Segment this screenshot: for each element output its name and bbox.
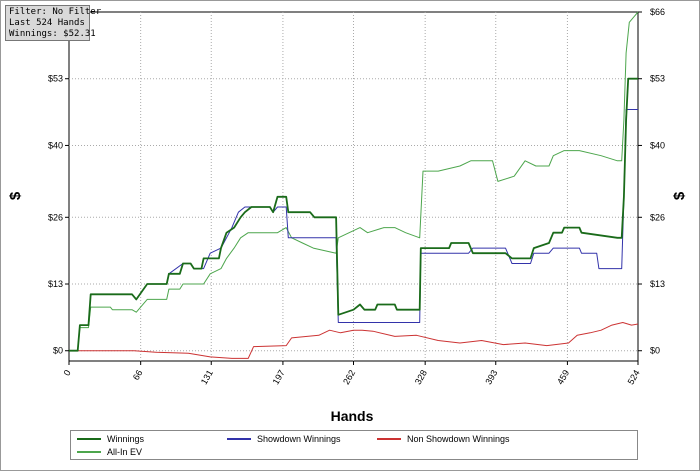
y-tick-label-left: $53: [48, 74, 63, 84]
legend-label-winnings: Winnings: [107, 434, 145, 444]
legend-swatch-non-showdown: [377, 438, 401, 440]
winnings-text: Winnings: $52.31: [9, 29, 96, 39]
last-hands-text: Last 524 Hands: [9, 18, 85, 28]
y-tick-label-right: $0: [650, 346, 660, 356]
y-axis-left-label: $: [7, 191, 24, 200]
y-tick-label-right: $40: [650, 140, 665, 150]
grid: [69, 12, 638, 361]
y-tick-label-left: $0: [53, 346, 63, 356]
series-line-winnings: [69, 77, 638, 352]
x-tick-label: 0: [62, 368, 73, 377]
y-tick-label-left: $40: [48, 140, 63, 150]
legend-item-winnings: Winnings: [77, 434, 144, 444]
y-axis-right-label: $: [671, 191, 688, 200]
legend-item-all-in-ev: All-In EV: [77, 447, 142, 457]
legend-swatch-winnings: [77, 438, 101, 440]
filter-info-box: Filter: No Filter Last 524 Hands Winning…: [5, 5, 102, 41]
series-line-non-showdown-winnings: [69, 322, 639, 359]
y-tick-label-right: $53: [650, 74, 665, 84]
x-tick-label: 66: [131, 368, 145, 382]
y-tick-label-left: $26: [48, 212, 63, 222]
legend: Winnings Showdown Winnings Non Showdown …: [70, 430, 638, 460]
legend-item-showdown: Showdown Winnings: [227, 434, 341, 444]
y-tick-label-left: $13: [48, 279, 63, 289]
legend-label-showdown: Showdown Winnings: [257, 434, 341, 444]
series-layer: [69, 11, 639, 359]
legend-swatch-all-in-ev: [77, 451, 101, 453]
legend-item-non-showdown: Non Showdown Winnings: [377, 434, 510, 444]
x-axis-label: Hands: [331, 408, 374, 424]
filter-text: Filter: No Filter: [9, 7, 102, 17]
legend-label-non-showdown: Non Showdown Winnings: [407, 434, 510, 444]
legend-swatch-showdown: [227, 438, 251, 440]
y-tick-label-right: $66: [650, 7, 665, 17]
y-tick-label-right: $26: [650, 212, 665, 222]
y-tick-label-right: $13: [650, 279, 665, 289]
legend-label-all-in-ev: All-In EV: [107, 447, 143, 457]
y-axis-right-ticks: $0 $13 $26 $40 $53 $66: [638, 7, 665, 356]
